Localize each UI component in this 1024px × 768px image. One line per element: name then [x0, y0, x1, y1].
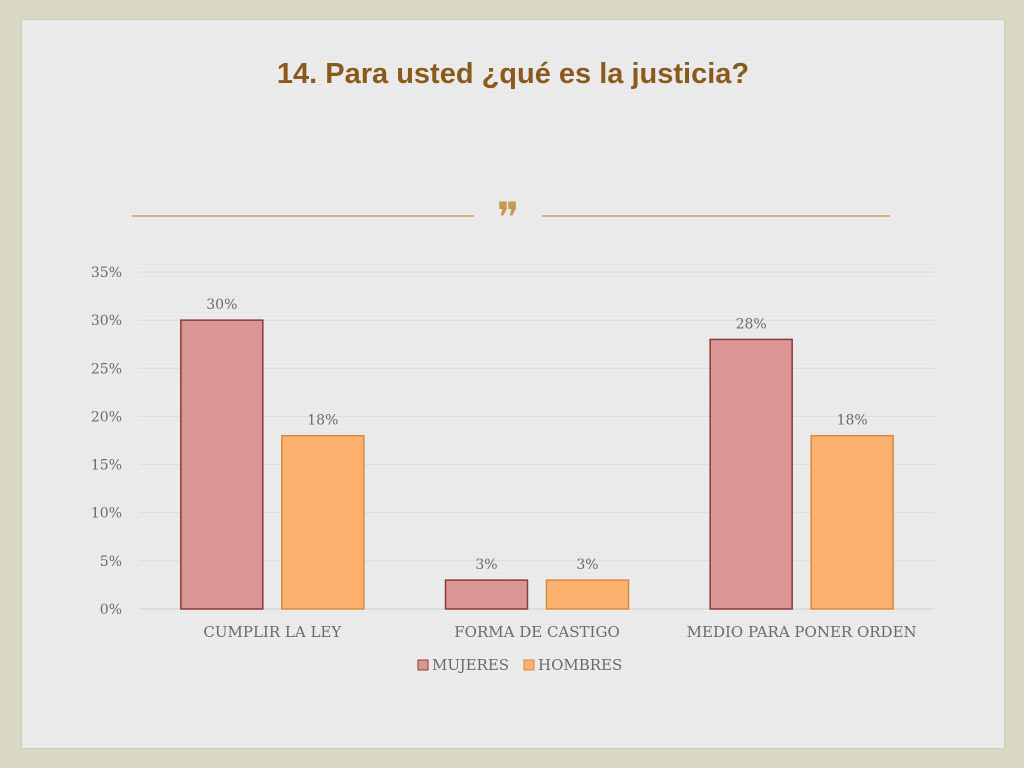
flourish-ornament-icon: ❞ — [497, 193, 520, 242]
title-divider: ❞ — [132, 193, 890, 242]
legend-swatch — [523, 659, 535, 671]
x-category-label: FORMA DE CASTIGO — [454, 623, 620, 641]
bar-mujeres — [444, 579, 529, 610]
legend-label: MUJERES — [432, 656, 509, 674]
slide: 14. Para usted ¿qué es la justicia? ❞ 0%… — [22, 20, 1004, 748]
x-category-label: CUMPLIR LA LEY — [203, 623, 342, 641]
y-tick-label: 30% — [91, 313, 122, 329]
legend-label: HOMBRES — [538, 656, 622, 674]
bar-hombres — [281, 434, 365, 610]
chart-gridlines — [140, 271, 934, 610]
bar-hombres — [810, 434, 894, 610]
bar-mujeres — [180, 319, 264, 610]
y-tick-label: 10% — [91, 506, 122, 522]
bar-mujeres — [709, 338, 793, 610]
y-tick-label: 20% — [91, 409, 122, 425]
data-label: 18% — [837, 413, 868, 429]
data-label: 30% — [206, 297, 237, 313]
y-tick-label: 25% — [91, 361, 122, 377]
data-label: 18% — [307, 413, 338, 429]
data-label: 3% — [475, 557, 497, 573]
x-axis-categories: CUMPLIR LA LEY FORMA DE CASTIGO MEDIO PARA… — [203, 623, 916, 641]
x-category-label: MEDIO PARA PONER ORDEN — [687, 623, 917, 641]
chart-legend: MUJERES HOMBRES — [417, 656, 622, 674]
y-axis-ticks: 0% 5% 10% 15% 20% 25% 30% 35% — [91, 265, 122, 618]
y-tick-label: 0% — [100, 602, 122, 618]
y-tick-label: 35% — [91, 265, 122, 281]
data-label: 3% — [576, 557, 598, 573]
bar-chart: 0%5%10%15%20%25%30%35% 30%18%3% 3%28%18% … — [91, 265, 934, 674]
data-label: 28% — [736, 316, 767, 332]
bar-hombres — [545, 579, 630, 610]
legend-swatch — [417, 659, 429, 671]
slide-title: 14. Para usted ¿qué es la justicia? — [276, 58, 750, 90]
y-tick-label: 5% — [100, 554, 122, 570]
chart-bars: 30% 18% 3% 3% 28% 18% — [180, 297, 894, 610]
y-tick-label: 15% — [91, 458, 122, 474]
